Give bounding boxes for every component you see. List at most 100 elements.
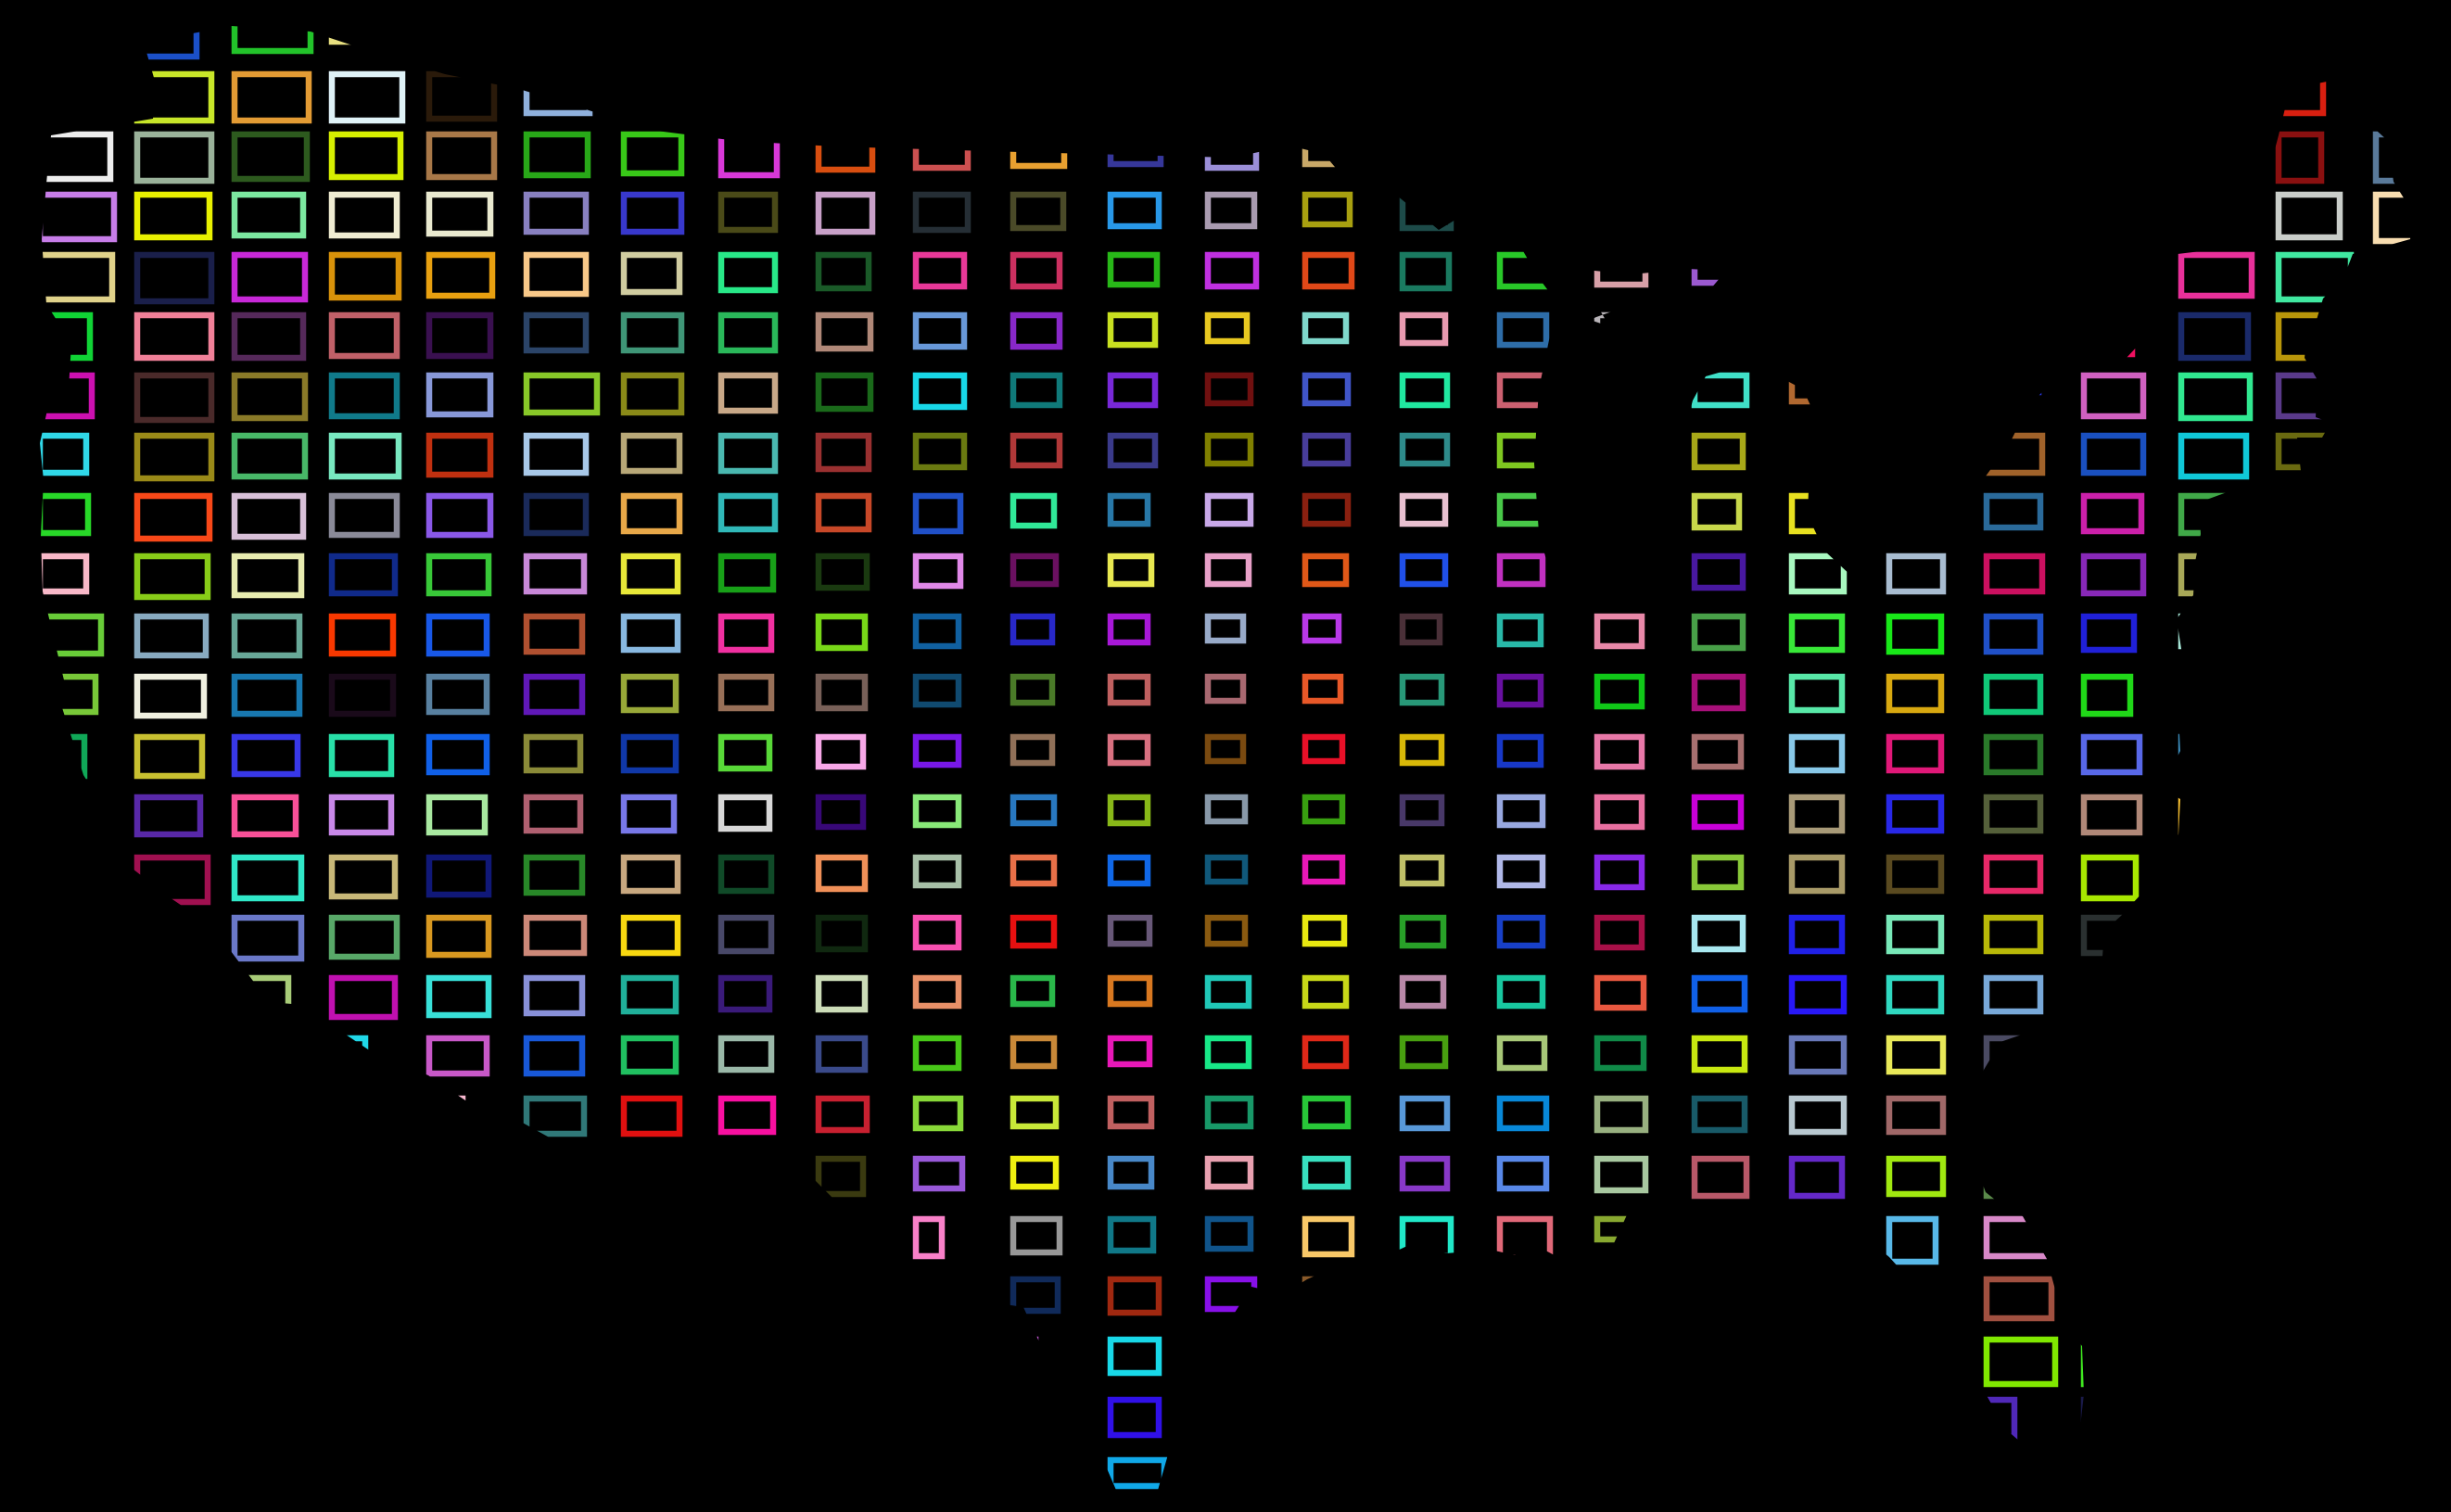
mosaic-cell (231, 733, 301, 778)
mosaic-cell (523, 733, 584, 774)
mosaic-cell (718, 974, 773, 1013)
mosaic-cell (1302, 432, 1352, 467)
mosaic-cell (1983, 673, 2044, 716)
mosaic-cell (231, 673, 303, 718)
mosaic-cell (912, 553, 964, 590)
mosaic-cell (40, 131, 114, 183)
mosaic-cell (912, 251, 968, 290)
mosaic-cell (1010, 854, 1058, 887)
mosaic-cell (40, 432, 90, 476)
mosaic-cell (1302, 673, 1344, 705)
mosaic-cell (425, 251, 496, 299)
mosaic-cell (1983, 613, 2044, 655)
mosaic-cell (1399, 673, 1445, 706)
mosaic-cell (328, 914, 400, 960)
mosaic-cell (1594, 1095, 1649, 1134)
mosaic-cell (1788, 733, 1846, 774)
mosaic-cell (2178, 432, 2250, 480)
mosaic-cell (1204, 251, 1260, 290)
mosaic-cell (912, 432, 968, 471)
mosaic-cell (1496, 311, 1550, 349)
mosaic-cell (815, 492, 872, 533)
mosaic-cell (1107, 553, 1155, 588)
mosaic-cell (1399, 1095, 1451, 1132)
mosaic-cell (231, 372, 309, 422)
mosaic-cell (912, 613, 962, 650)
mosaic-cell (1788, 914, 1846, 955)
mosaic-cell (1302, 1095, 1352, 1130)
mosaic-cell (718, 613, 775, 654)
mosaic-cell (425, 1035, 490, 1077)
mosaic-cell (1399, 1035, 1449, 1070)
mosaic-cell (231, 432, 309, 480)
mosaic-cell (620, 673, 679, 714)
mosaic-cell (1691, 794, 1745, 831)
mosaic-cell (815, 251, 872, 292)
mosaic-cell (815, 974, 869, 1013)
mosaic-cell (1788, 673, 1846, 714)
mosaic-cell (2080, 613, 2138, 654)
mosaic-cell (718, 1035, 775, 1074)
mosaic-cell (620, 1095, 683, 1137)
mosaic-cell (815, 372, 874, 413)
mosaic-cell (133, 613, 210, 659)
mosaic-cell (425, 733, 490, 776)
mosaic-cell (620, 613, 681, 654)
mosaic-cell (133, 673, 208, 719)
mosaic-cell (133, 311, 215, 362)
mosaic-cell (40, 191, 118, 243)
mosaic-cell (718, 432, 779, 475)
mosaic-cell (1691, 1035, 1748, 1074)
mosaic-cell (1010, 1035, 1058, 1070)
mosaic-cell (718, 854, 775, 895)
mosaic-cell (133, 131, 215, 184)
mosaic-cell (1691, 553, 1746, 591)
mosaic-cell (328, 553, 399, 597)
mosaic-cell (1788, 1095, 1848, 1136)
mosaic-cell (425, 432, 494, 478)
mosaic-cell (1204, 733, 1247, 765)
mosaic-cell (620, 492, 683, 535)
mosaic-cell (523, 553, 588, 595)
mosaic-cell (1399, 733, 1445, 767)
mosaic-cell (40, 492, 92, 537)
mosaic-cell (815, 673, 869, 712)
mosaic-cell (815, 553, 870, 591)
mosaic-cell (425, 553, 492, 597)
mosaic-cell (133, 432, 215, 482)
mosaic-cell (1886, 854, 1945, 895)
mosaic-cell (1399, 974, 1447, 1010)
mosaic-cell (620, 733, 679, 774)
mosaic-cell (1691, 492, 1743, 531)
mosaic-cell (1496, 553, 1546, 588)
mosaic-cell (1204, 372, 1254, 407)
mosaic-cell (1594, 1155, 1649, 1194)
mosaic-cell (912, 1155, 966, 1192)
mosaic-cell (2080, 794, 2143, 836)
mosaic-cell (231, 26, 314, 55)
mosaic-cell (1594, 613, 1645, 650)
mosaic-cell (133, 733, 206, 780)
mosaic-cell (425, 854, 492, 898)
mosaic-cell (620, 1035, 679, 1075)
mosaic-cell (1594, 914, 1645, 951)
mosaic-cell (523, 673, 586, 716)
mosaic-cell (1204, 432, 1254, 467)
mosaic-cell (1788, 613, 1846, 654)
mosaic-cell (1691, 854, 1745, 891)
mosaic-cell (231, 794, 299, 838)
mosaic-cell (620, 372, 685, 416)
mosaic-cell (815, 1035, 869, 1074)
mosaic-cell (1983, 553, 2046, 595)
mosaic-cell (2178, 372, 2254, 422)
mosaic-cell (523, 1095, 588, 1137)
mosaic-cell (1983, 1276, 2055, 1322)
mosaic-cell (1302, 251, 1355, 290)
mosaic-cell (1788, 1035, 1848, 1075)
mosaic-cell (1107, 1035, 1153, 1068)
mosaic-cell (425, 131, 498, 181)
mosaic-cell (1496, 1095, 1550, 1132)
mosaic-cell (912, 492, 964, 535)
mosaic-cell (1399, 1155, 1451, 1192)
